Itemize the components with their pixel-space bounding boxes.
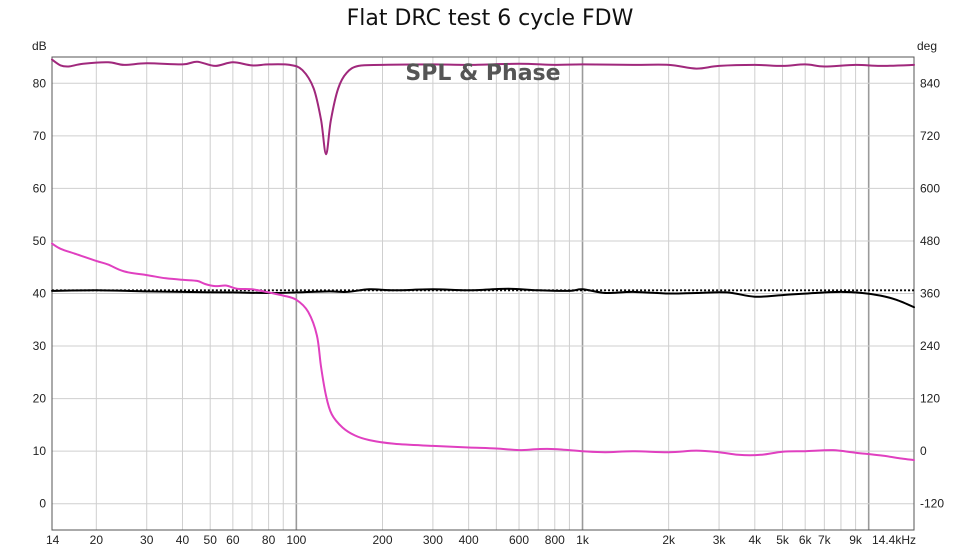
x-tick-label: 40 (176, 533, 190, 547)
left-y-tick-label: 40 (33, 287, 47, 301)
x-tick-label: 30 (140, 533, 154, 547)
left-y-tick-label: 0 (39, 497, 46, 511)
x-tick-label: 9k (849, 533, 863, 547)
right-y-tick-label: 720 (920, 129, 940, 143)
x-tick-label: 5k (776, 533, 790, 547)
x-tick-label: 300 (423, 533, 443, 547)
x-tick-label: 14.4kHz (872, 533, 916, 547)
x-tick-label: 400 (459, 533, 479, 547)
left-axis-unit: dB (32, 39, 47, 53)
left-y-tick-label: 70 (33, 129, 47, 143)
series-group (51, 58, 915, 462)
left-y-tick-label: 20 (33, 392, 47, 406)
x-tick-label: 4k (748, 533, 762, 547)
left-y-tick-label: 80 (33, 76, 47, 90)
left-y-tick-label: 10 (33, 444, 47, 458)
chart-title: Flat DRC test 6 cycle FDW (346, 6, 634, 31)
x-tick-label: 1k (576, 533, 590, 547)
left-y-tick-label: 60 (33, 181, 47, 195)
right-y-tick-label: 240 (920, 339, 940, 353)
x-tick-label: 20 (90, 533, 104, 547)
x-tick-label: 200 (372, 533, 392, 547)
right-y-tick-label: 120 (920, 392, 940, 406)
series-line-3 (51, 242, 915, 462)
right-y-tick-label: 360 (920, 287, 940, 301)
right-y-tick-label: 840 (920, 76, 940, 90)
right-y-tick-label: 600 (920, 181, 940, 195)
left-axis-ticks: 0 10 20 30 40 50 60 70 80 (33, 76, 47, 510)
left-y-tick-label: 30 (33, 339, 47, 353)
x-tick-label: 3k (713, 533, 727, 547)
right-axis-ticks: -120 0 120 240 360 480 600 720 840 (920, 76, 944, 510)
right-y-tick-label: -120 (920, 497, 944, 511)
x-tick-label: 60 (226, 533, 240, 547)
plot-frame (51, 56, 915, 531)
series-line-4 (51, 58, 915, 156)
x-tick-label: 14 (46, 533, 60, 547)
x-tick-label: 7k (818, 533, 832, 547)
x-tick-label: 100 (286, 533, 306, 547)
right-y-tick-label: 480 (920, 234, 940, 248)
right-y-tick-label: 0 (920, 444, 927, 458)
left-y-tick-label: 50 (33, 234, 47, 248)
x-tick-label: 80 (262, 533, 276, 547)
x-tick-label: 2k (662, 533, 676, 547)
x-tick-label: 600 (509, 533, 529, 547)
x-tick-label: 800 (545, 533, 565, 547)
x-axis-ticks: 14 20 30 40 50 60 80 100 200 300 400 600 800 1k 2k 3k 4k… (46, 533, 916, 547)
x-tick-label: 50 (204, 533, 218, 547)
chart-subtitle: SPL & Phase (405, 61, 560, 86)
series-line-2 (51, 287, 915, 309)
right-axis-unit: deg (917, 39, 937, 53)
grid-lines (52, 57, 914, 530)
x-tick-label: 6k (799, 533, 813, 547)
